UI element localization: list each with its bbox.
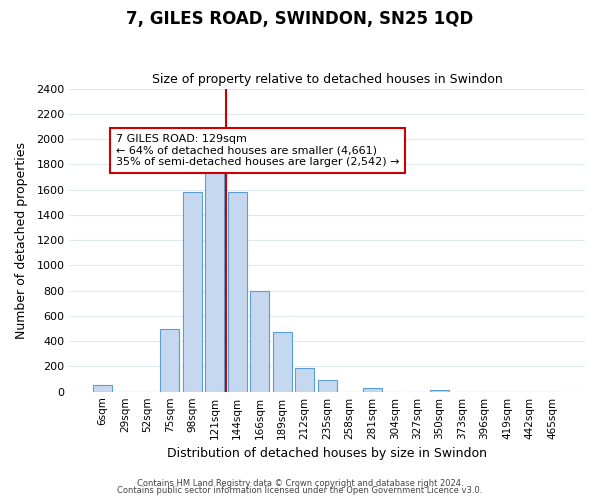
Y-axis label: Number of detached properties: Number of detached properties <box>15 142 28 338</box>
Bar <box>183 192 202 392</box>
Title: Size of property relative to detached houses in Swindon: Size of property relative to detached ho… <box>152 73 503 86</box>
Text: Contains HM Land Registry data © Crown copyright and database right 2024.: Contains HM Land Registry data © Crown c… <box>137 478 463 488</box>
Bar <box>273 332 292 392</box>
Bar <box>295 368 314 392</box>
Bar <box>228 192 247 392</box>
Bar <box>362 388 382 392</box>
Bar <box>430 390 449 392</box>
Bar <box>93 386 112 392</box>
X-axis label: Distribution of detached houses by size in Swindon: Distribution of detached houses by size … <box>167 447 487 460</box>
Bar <box>250 290 269 392</box>
Text: 7, GILES ROAD, SWINDON, SN25 1QD: 7, GILES ROAD, SWINDON, SN25 1QD <box>127 10 473 28</box>
Bar <box>317 380 337 392</box>
Text: 7 GILES ROAD: 129sqm
← 64% of detached houses are smaller (4,661)
35% of semi-de: 7 GILES ROAD: 129sqm ← 64% of detached h… <box>116 134 400 167</box>
Bar <box>205 146 224 392</box>
Bar <box>160 328 179 392</box>
Text: Contains public sector information licensed under the Open Government Licence v3: Contains public sector information licen… <box>118 486 482 495</box>
